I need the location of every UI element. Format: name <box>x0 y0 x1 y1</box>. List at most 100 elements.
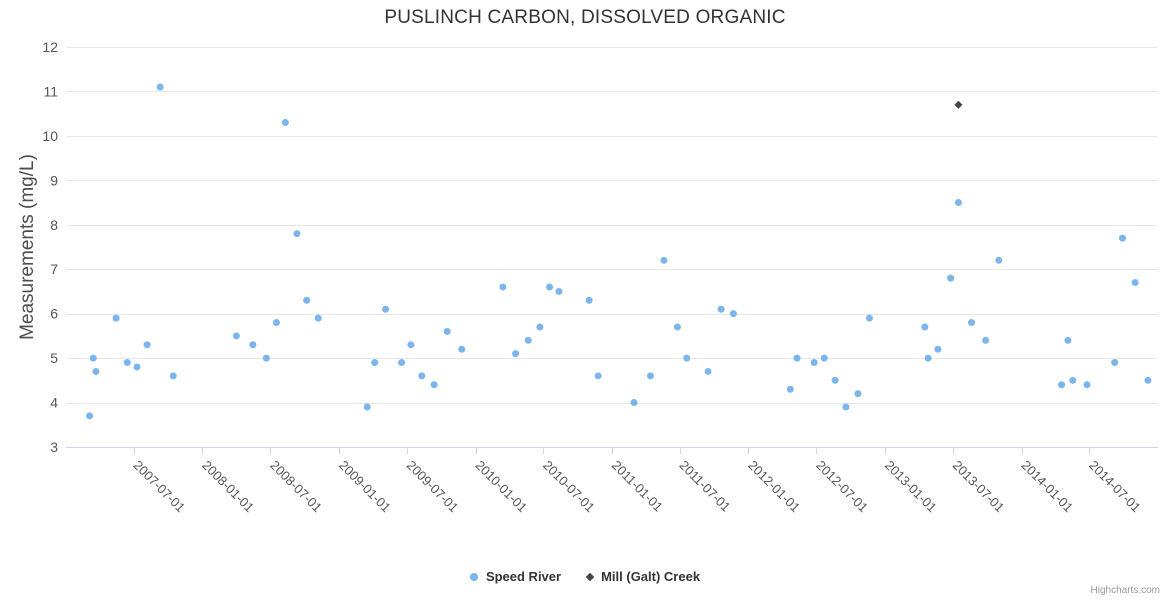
y-tick-label: 5 <box>50 350 58 366</box>
x-tick-label: 2011-01-01 <box>609 458 666 515</box>
data-point[interactable] <box>1111 359 1119 367</box>
y-tick-label: 10 <box>42 128 58 144</box>
y-tick-label: 11 <box>43 83 58 99</box>
x-tick-label: 2008-07-01 <box>267 458 325 516</box>
y-tick-label: 4 <box>50 395 58 411</box>
chart-title: PUSLINCH CARBON, DISSOLVED ORGANIC <box>384 7 786 28</box>
legend-item[interactable]: Speed River <box>469 569 561 584</box>
data-point[interactable] <box>371 359 379 367</box>
data-point[interactable] <box>418 372 426 380</box>
x-tick-label: 2012-07-01 <box>813 458 871 516</box>
legend: Speed River Mill (Galt) Creek <box>0 569 1170 584</box>
data-point[interactable] <box>303 296 311 304</box>
data-point[interactable] <box>262 354 270 362</box>
data-point[interactable] <box>954 199 962 207</box>
data-point[interactable] <box>585 296 593 304</box>
data-point[interactable] <box>831 376 839 384</box>
x-tick-label: 2009-01-01 <box>336 458 394 516</box>
data-point[interactable] <box>169 372 177 380</box>
data-point[interactable] <box>820 354 828 362</box>
data-point[interactable] <box>704 367 712 375</box>
data-point[interactable] <box>92 367 100 375</box>
data-point[interactable] <box>430 381 438 389</box>
data-point[interactable] <box>133 363 141 371</box>
data-point[interactable] <box>86 412 94 420</box>
data-point[interactable] <box>398 359 406 367</box>
data-point[interactable] <box>512 350 520 358</box>
data-point[interactable] <box>1118 234 1126 242</box>
data-point[interactable] <box>1144 376 1152 384</box>
data-point[interactable] <box>281 119 289 127</box>
data-point[interactable] <box>729 310 737 318</box>
x-tick-label: 2008-01-01 <box>199 458 257 516</box>
y-tick-label: 7 <box>50 261 58 277</box>
x-tick-label: 2009-07-01 <box>404 458 462 516</box>
data-point[interactable] <box>249 341 257 349</box>
data-point[interactable] <box>646 372 654 380</box>
data-point[interactable] <box>232 332 240 340</box>
data-point[interactable] <box>673 323 681 331</box>
x-tick-label: 2013-01-01 <box>882 458 940 516</box>
data-point[interactable] <box>954 100 963 109</box>
data-point[interactable] <box>968 319 976 327</box>
x-tick-label: 2007-07-01 <box>131 458 189 516</box>
data-point[interactable] <box>123 359 131 367</box>
data-point[interactable] <box>1069 376 1077 384</box>
data-point[interactable] <box>272 319 280 327</box>
data-point[interactable] <box>921 323 929 331</box>
data-point[interactable] <box>293 230 301 238</box>
y-tick-label: 6 <box>50 306 58 322</box>
data-point[interactable] <box>555 287 563 295</box>
data-point[interactable] <box>458 345 466 353</box>
data-point[interactable] <box>443 327 451 335</box>
x-tick-label: 2010-01-01 <box>472 458 530 516</box>
data-point[interactable] <box>382 305 390 313</box>
data-point[interactable] <box>683 354 691 362</box>
data-point[interactable] <box>1064 336 1072 344</box>
data-point[interactable] <box>499 283 507 291</box>
data-point[interactable] <box>842 403 850 411</box>
legend-marker-circle-icon <box>469 572 478 581</box>
data-point[interactable] <box>536 323 544 331</box>
data-point[interactable] <box>156 83 164 91</box>
legend-item[interactable]: Mill (Galt) Creek <box>585 569 701 584</box>
data-point[interactable] <box>717 305 725 313</box>
x-tick-label: 2012-01-01 <box>745 458 803 516</box>
x-tick-label: 2014-01-01 <box>1018 458 1076 516</box>
data-point[interactable] <box>143 341 151 349</box>
data-point[interactable] <box>89 354 97 362</box>
data-point[interactable] <box>363 403 371 411</box>
data-point[interactable] <box>854 390 862 398</box>
data-point[interactable] <box>865 314 873 322</box>
data-point[interactable] <box>630 399 638 407</box>
data-point[interactable] <box>407 341 415 349</box>
legend-marker-diamond-icon <box>585 572 595 581</box>
x-tick-label: 2013-07-01 <box>950 458 1008 516</box>
data-point[interactable] <box>934 345 942 353</box>
highcharts-credits[interactable]: Highcharts.com <box>1090 585 1160 596</box>
data-point[interactable] <box>1083 381 1091 389</box>
y-tick-label: 9 <box>50 172 58 188</box>
data-point[interactable] <box>924 354 932 362</box>
x-tick-label: 2014-07-01 <box>1086 458 1144 516</box>
data-point[interactable] <box>1058 381 1066 389</box>
data-point[interactable] <box>995 256 1003 264</box>
data-point[interactable] <box>660 256 668 264</box>
x-tick-label: 2010-07-01 <box>540 458 598 516</box>
data-point[interactable] <box>546 283 554 291</box>
y-tick-label: 8 <box>50 217 58 233</box>
data-point[interactable] <box>524 336 532 344</box>
data-point[interactable] <box>594 372 602 380</box>
data-point[interactable] <box>793 354 801 362</box>
data-point[interactable] <box>314 314 322 322</box>
data-point[interactable] <box>982 336 990 344</box>
data-point[interactable] <box>947 274 955 282</box>
legend-label: Mill (Galt) Creek <box>601 569 701 584</box>
data-point[interactable] <box>112 314 120 322</box>
x-tick-label: 2011-07-01 <box>677 458 734 515</box>
data-point[interactable] <box>810 359 818 367</box>
data-point[interactable] <box>1131 279 1139 287</box>
data-point[interactable] <box>786 385 794 393</box>
